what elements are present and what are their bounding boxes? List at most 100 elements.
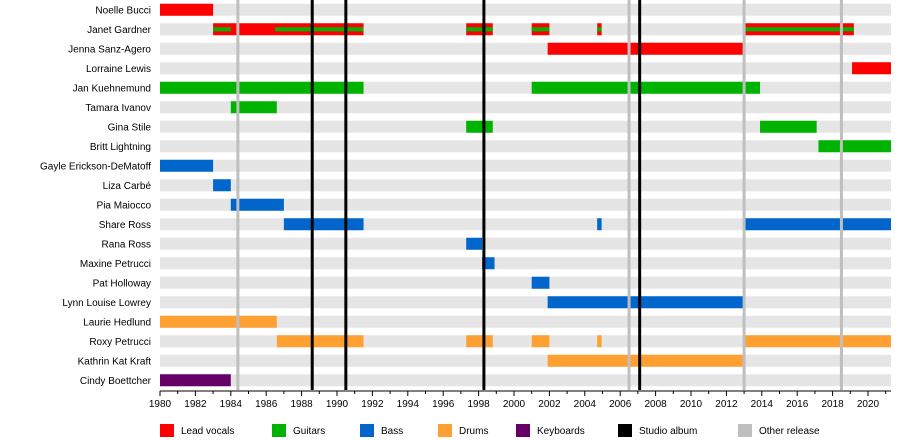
- bar-bass: [744, 218, 891, 231]
- legend: Lead vocals Guitars Bass Drums Keyboards Stud…: [160, 424, 820, 437]
- member-label: Rana Ross: [102, 239, 151, 250]
- bar-bass: [531, 276, 550, 289]
- x-tick-label: 1982: [184, 399, 207, 410]
- bar-keyboards: [160, 374, 231, 387]
- member-label: Gina Stile: [108, 122, 152, 133]
- legend-label-keyboards: Keyboards: [537, 426, 585, 437]
- legend-label-guitars: Guitars: [293, 426, 325, 437]
- row-band: [160, 62, 891, 75]
- legend-label-bass: Bass: [381, 426, 403, 437]
- x-tick-label: 2006: [609, 399, 632, 410]
- x-axis: 1980 1982 1984 1986 1988 1990 1992 1994 1996 1998…: [149, 390, 891, 410]
- member-label: Laurie Hedlund: [83, 317, 151, 328]
- legend-swatch-vocals: [160, 424, 174, 437]
- row-band: [160, 101, 891, 114]
- legend-swatch-drums: [438, 424, 452, 437]
- legend-label-studio: Studio album: [639, 426, 697, 437]
- member-label: Maxine Petrucci: [80, 259, 151, 270]
- member-label: Britt Lightning: [90, 142, 151, 153]
- legend-label-drums: Drums: [459, 426, 488, 437]
- x-tick-label: 2014: [751, 399, 774, 410]
- row-band: [160, 140, 891, 153]
- member-label: Noelle Bucci: [95, 5, 151, 16]
- x-tick-label: 2010: [680, 399, 703, 410]
- member-label: Pat Holloway: [93, 278, 151, 289]
- member-label: Roxy Petrucci: [89, 337, 151, 348]
- bar-bass: [213, 179, 231, 192]
- bar-bass: [283, 218, 364, 231]
- x-tick-label: 1992: [361, 399, 384, 410]
- member-label: Lorraine Lewis: [86, 64, 151, 75]
- row-band: [160, 374, 891, 387]
- x-tick-label: 2000: [503, 399, 526, 410]
- bar-stripe-guitars: [597, 27, 602, 32]
- x-tick-label: 1984: [220, 399, 243, 410]
- bar-bass: [160, 159, 214, 172]
- bar-vocals: [160, 3, 214, 16]
- member-label: Jan Kuehnemund: [73, 83, 151, 94]
- member-label: Gayle Erickson-DeMatoff: [40, 161, 151, 172]
- release-lines: [236, 0, 843, 390]
- x-tick-label: 2020: [857, 399, 880, 410]
- legend-swatch-studio: [618, 424, 632, 437]
- row-band: [160, 315, 891, 328]
- legend-label-other: Other release: [759, 426, 820, 437]
- x-tick-label: 2018: [821, 399, 844, 410]
- member-label: Tamara Ivanov: [85, 103, 151, 114]
- row-bands: [160, 3, 891, 387]
- x-tick-label: 2008: [644, 399, 667, 410]
- bar-bass: [597, 218, 602, 231]
- x-tick-label: 1998: [467, 399, 490, 410]
- bar-drums: [276, 335, 364, 348]
- legend-swatch-keyboards: [516, 424, 530, 437]
- bar-drums: [597, 335, 602, 348]
- member-bars: [160, 3, 891, 387]
- member-label: Kathrin Kat Kraft: [78, 356, 152, 367]
- bar-stripe-guitars: [466, 27, 493, 32]
- legend-swatch-guitars: [272, 424, 286, 437]
- bar-drums: [744, 335, 891, 348]
- bar-stripe-guitars: [275, 27, 364, 32]
- row-band: [160, 257, 891, 270]
- row-band: [160, 120, 891, 133]
- member-label: Janet Gardner: [87, 25, 152, 36]
- member-label: Cindy Boettcher: [80, 376, 152, 387]
- member-label: Share Ross: [99, 220, 151, 231]
- member-label: Pia Maiocco: [97, 200, 152, 211]
- x-tick-label: 2012: [715, 399, 738, 410]
- bar-stripe-guitars: [531, 27, 550, 32]
- row-band: [160, 276, 891, 289]
- bar-guitars: [760, 120, 817, 133]
- bar-guitars: [466, 120, 493, 133]
- row-band: [160, 42, 891, 55]
- bar-vocals: [547, 42, 745, 55]
- row-band: [160, 3, 891, 16]
- bar-stripe-guitars: [213, 27, 231, 32]
- bar-bass: [230, 198, 284, 211]
- x-tick-label: 2002: [538, 399, 561, 410]
- member-label: Jenna Sanz-Agero: [68, 44, 151, 55]
- x-tick-label: 1996: [432, 399, 455, 410]
- bar-drums: [531, 335, 550, 348]
- x-tick-label: 2004: [574, 399, 597, 410]
- x-tick-label: 2016: [786, 399, 809, 410]
- row-band: [160, 237, 891, 250]
- x-tick-label: 1990: [326, 399, 349, 410]
- legend-swatch-bass: [360, 424, 374, 437]
- x-tick-label: 1988: [290, 399, 313, 410]
- legend-label-vocals: Lead vocals: [181, 426, 234, 437]
- row-band: [160, 159, 891, 172]
- x-tick-label: 1986: [255, 399, 278, 410]
- bar-drums: [160, 315, 277, 328]
- bar-stripe-guitars: [744, 27, 854, 32]
- bar-guitars: [160, 81, 364, 94]
- member-label: Lynn Louise Lowrey: [62, 298, 151, 309]
- row-band: [160, 354, 891, 367]
- bar-guitars: [531, 81, 761, 94]
- row-band: [160, 179, 891, 192]
- member-labels: Noelle Bucci Janet Gardner Jenna Sanz-Ager…: [40, 5, 152, 387]
- bar-vocals: [852, 62, 891, 75]
- row-band: [160, 198, 891, 211]
- bar-guitars: [230, 101, 277, 114]
